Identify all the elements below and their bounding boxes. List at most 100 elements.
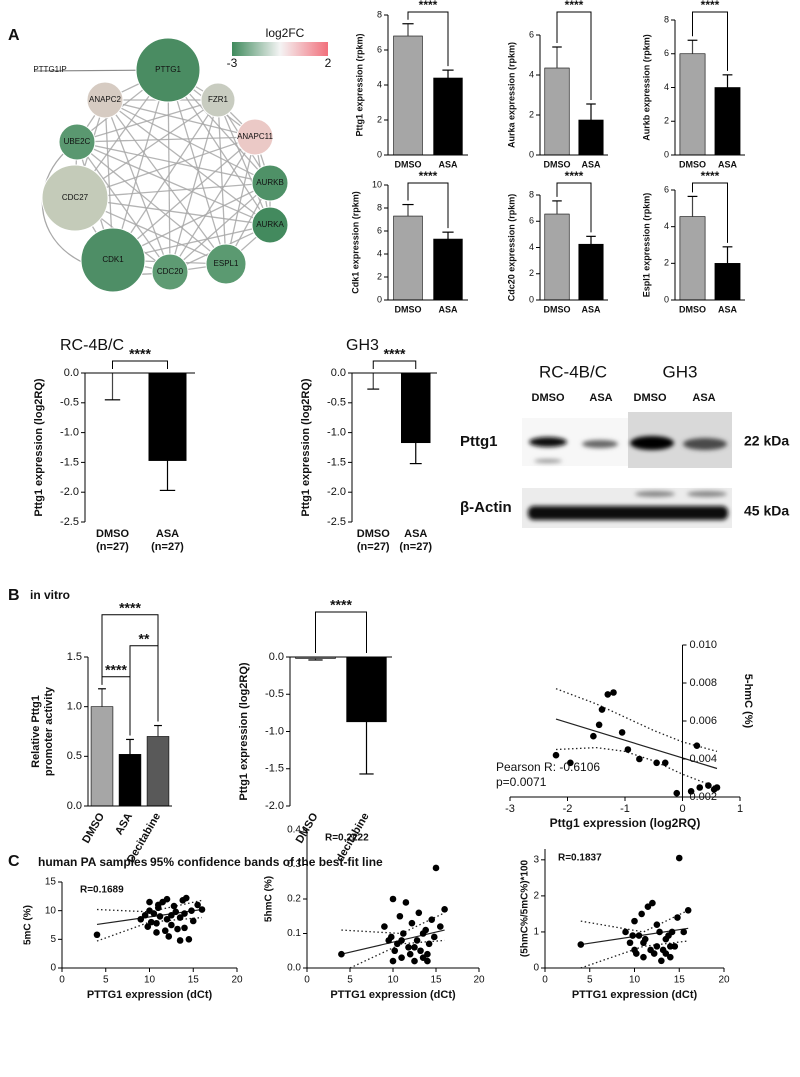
point [636,755,643,763]
y-axis-label: Pttg1 expression (log2RQ) [33,378,45,516]
point [640,953,647,961]
x-tick-label: ASA [438,304,458,314]
significance-label: **** [701,0,720,12]
y-tick-label: 8 [377,9,382,19]
y-tick-label: -1.5 [60,456,79,468]
x-tick-label: -2 [563,803,573,815]
significance-bracket [692,182,728,243]
x-tick-label: DMSO [679,159,706,169]
point [391,947,399,955]
network-edge [167,69,171,273]
network-edge [76,99,219,143]
point [400,930,407,937]
fit-line [555,718,718,770]
bar [393,215,423,301]
bar [393,35,423,156]
size-label: 22 kDa [744,433,789,449]
lane-label: DMSO [634,392,667,404]
point [165,933,173,940]
node-label: UBE2C [64,137,91,146]
point [705,782,712,789]
point [425,940,433,948]
y-tick-label: 6 [664,48,669,58]
x-tick-note: (n=27) [151,541,184,553]
y-tick-label: -2.0 [60,486,79,498]
node-label: ESPL1 [214,259,239,268]
point [430,933,438,941]
network-node [58,123,96,161]
y-tick-label: 2 [377,271,382,281]
panel-label: B [8,587,20,604]
y-tick-label: -2.0 [327,486,346,498]
point [667,943,674,950]
bar [433,238,463,301]
subtitle: in vitro [30,588,70,602]
point [411,957,418,965]
point [153,929,160,936]
significance-label: **** [119,599,141,615]
point [644,903,652,910]
network-edge [169,136,256,273]
point [198,906,206,913]
significance-bracket [112,360,168,369]
significance-label: ** [139,630,150,646]
node-label: CDC20 [157,267,184,276]
node-label: PTTG1 [155,65,181,74]
point [156,913,164,920]
point [417,947,424,955]
y-tick-label: 0.5 [67,750,82,762]
significance-bracket [556,182,592,233]
point [93,931,101,939]
point [182,894,190,902]
y-tick-label: 10 [45,905,57,916]
y-tick-label: -1.0 [265,725,284,737]
y-tick-label: -1.5 [327,456,346,468]
node-label: ANAPC11 [237,132,273,141]
y-tick-label: 0.006 [690,715,718,727]
y-tick-label: 0 [377,149,382,159]
point [696,784,704,791]
significance-label: **** [419,169,438,183]
point [674,914,681,921]
point [408,919,416,927]
point [661,759,669,767]
y-tick-label: 0.0 [67,800,82,812]
point [338,950,345,958]
blot-band [683,438,727,450]
point [618,729,626,736]
x-tick-label: ASA [718,159,738,169]
point [650,950,658,957]
y-tick-label: -0.5 [327,397,346,409]
lane-label: ASA [692,392,715,404]
y-tick-label: 0 [529,294,534,304]
blot-band [687,491,727,497]
lane-label: DMSO [532,392,565,404]
network-node [80,227,146,293]
point [419,930,427,937]
point [389,957,397,965]
point [638,910,645,918]
significance-bracket [372,360,417,369]
x-tick-label: 5 [587,975,593,986]
x-tick-label: DMSO [357,528,390,540]
y-tick-label: 0 [533,963,539,974]
point [610,689,617,696]
annotation: R=0.2222 [325,833,369,844]
confidence-band [580,940,689,969]
x-tick-label: 20 [473,975,485,986]
y-tick-label: 6 [529,29,534,39]
y-tick-label: 2 [377,114,382,124]
y-axis-label: Relative Pttg1 [30,695,42,768]
significance-bracket [556,11,592,100]
y-tick-label: 6 [529,216,534,226]
point [631,917,638,925]
node-label: PTTG1IP [33,65,66,74]
x-axis-label: PTTG1 expression (dCt) [572,989,698,1001]
y-tick-label: -1.0 [60,427,79,439]
point [189,917,197,925]
significance-label: **** [701,169,720,183]
chart-title: RC-4B/C [60,337,124,354]
y-axis-label: 5mC (%) [23,905,34,945]
point [693,742,701,749]
